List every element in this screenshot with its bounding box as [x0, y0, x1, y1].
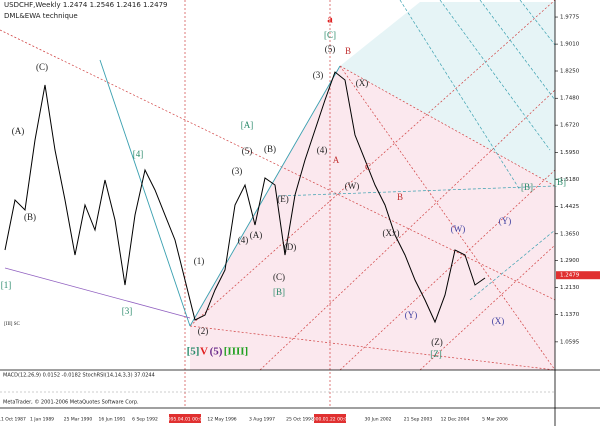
wave-label: (A)	[12, 126, 25, 136]
indicator-label: MACD(12,26,9) 0.0152 -0.0182 StochRSI(14…	[3, 373, 155, 379]
y-tick-label: 1.9010	[560, 42, 580, 48]
wave-label: (W)	[345, 181, 360, 191]
wave-label: [5]	[187, 346, 200, 358]
y-tick-label: 1.2130	[560, 285, 580, 291]
y-tick-label: 1.5180	[560, 177, 580, 183]
wave-label: [A]	[241, 120, 254, 130]
wave-label: (Y)	[405, 310, 418, 320]
wave-label: B	[397, 192, 403, 202]
subtitle: DML&EWA technique	[4, 12, 78, 20]
wave-label: [1]	[1, 280, 12, 290]
x-tick-label: 16 Jun 1991	[98, 417, 125, 423]
wave-label: (3)	[232, 166, 243, 176]
last-price-box	[556, 271, 600, 280]
wave-label: (Y)	[499, 216, 512, 226]
wave-label: (5)	[210, 346, 223, 358]
wave-label: (X)	[356, 78, 369, 88]
wave-label: [Z]	[430, 349, 442, 359]
chart-title: USDCHF,Weekly 1.2474 1.2546 1.2416 1.247…	[4, 1, 168, 9]
wave-label: (W)	[451, 224, 466, 234]
wave-label: A	[333, 155, 340, 165]
fan-lines	[0, 0, 556, 408]
y-tick-label: 1.7480	[560, 96, 580, 102]
x-tick-label: 3 Aug 1997	[249, 417, 275, 423]
x-tick-label: 1 Jan 1989	[30, 417, 54, 423]
trend-line	[4, 267, 191, 319]
y-tick-label: 1.0595	[560, 339, 580, 345]
wave-label: (B)	[24, 212, 36, 222]
wave-label: [4]	[133, 149, 144, 159]
wave-label: a	[327, 14, 333, 26]
wave-label: (D)	[284, 242, 297, 252]
y-tick-label: 1.9775	[560, 15, 580, 21]
trend-lines	[99, 59, 341, 327]
wave-label: [B]	[554, 177, 566, 187]
date-highlight	[169, 414, 201, 423]
last-price-label: 1.2479	[560, 273, 580, 279]
wave-label: (C)	[36, 62, 48, 72]
x-tick-label: 30 Jun 2002	[364, 417, 391, 423]
wave-label: [B]	[521, 182, 533, 192]
wave-label: (5)	[325, 44, 336, 54]
wave-label: (5)	[242, 146, 253, 156]
x-tick-label: 21 Sep 2003	[404, 417, 433, 423]
wave-label: B	[345, 46, 351, 56]
wave-label: (4)	[317, 145, 328, 155]
blue-fan	[277, 0, 556, 301]
wave-label: (C)	[273, 272, 285, 282]
x-tick-label: 2000.01.22 00:00	[310, 417, 350, 423]
y-tick-label: 1.2900	[560, 258, 580, 264]
wave-label: [B]	[273, 287, 285, 297]
wave-label: (Xx)	[383, 228, 400, 238]
wave-label: (A)	[250, 230, 263, 240]
footer: MetaTrader, © 2001-2006 MetaQuotes Softw…	[3, 399, 139, 406]
y-tick-label: 1.1370	[560, 312, 580, 318]
wave-label: C	[365, 162, 371, 172]
price-line	[4, 71, 486, 324]
x-tick-label: 12 Dec 2004	[441, 417, 470, 423]
date-highlight	[314, 414, 346, 423]
y-tick-label: 1.3650	[560, 231, 580, 237]
wave-label: [C]	[324, 30, 336, 40]
wave-label: (1)	[194, 256, 205, 266]
x-tick-label: 25 Mar 1990	[64, 417, 93, 423]
x-tick-label: 1995.04.01 00:00	[165, 417, 205, 423]
pink-zone	[190, 66, 555, 370]
y-tick-label: 1.6720	[560, 123, 580, 129]
y-tick-label: 1.5950	[560, 150, 580, 156]
wave-label: (B)	[264, 144, 276, 154]
y-tick-label: 1.4425	[560, 204, 580, 210]
x-tick-label: 25 Oct 1998	[286, 417, 314, 423]
x-tick-label: 5 Mar 2006	[482, 417, 508, 423]
wave-label: (3)	[313, 70, 324, 80]
x-tick-label: 6 Sep 1992	[132, 417, 158, 423]
wave-label: (X)	[492, 316, 505, 326]
wave-label: (4)	[238, 235, 249, 245]
wave-label: V	[200, 346, 208, 358]
wave-label: (E)	[277, 194, 289, 204]
x-tick-label: 11 Oct 1987	[0, 417, 26, 423]
y-tick-label: 1.8250	[560, 69, 580, 75]
wave-label: (Z)	[431, 337, 443, 347]
wave-label: [III] SC	[4, 322, 20, 327]
wave-label: [IIII]	[224, 346, 248, 358]
wave-label: (2)	[198, 326, 209, 336]
x-tick-label: 12 May 1996	[207, 417, 236, 423]
wave-label: [3]	[122, 306, 133, 316]
